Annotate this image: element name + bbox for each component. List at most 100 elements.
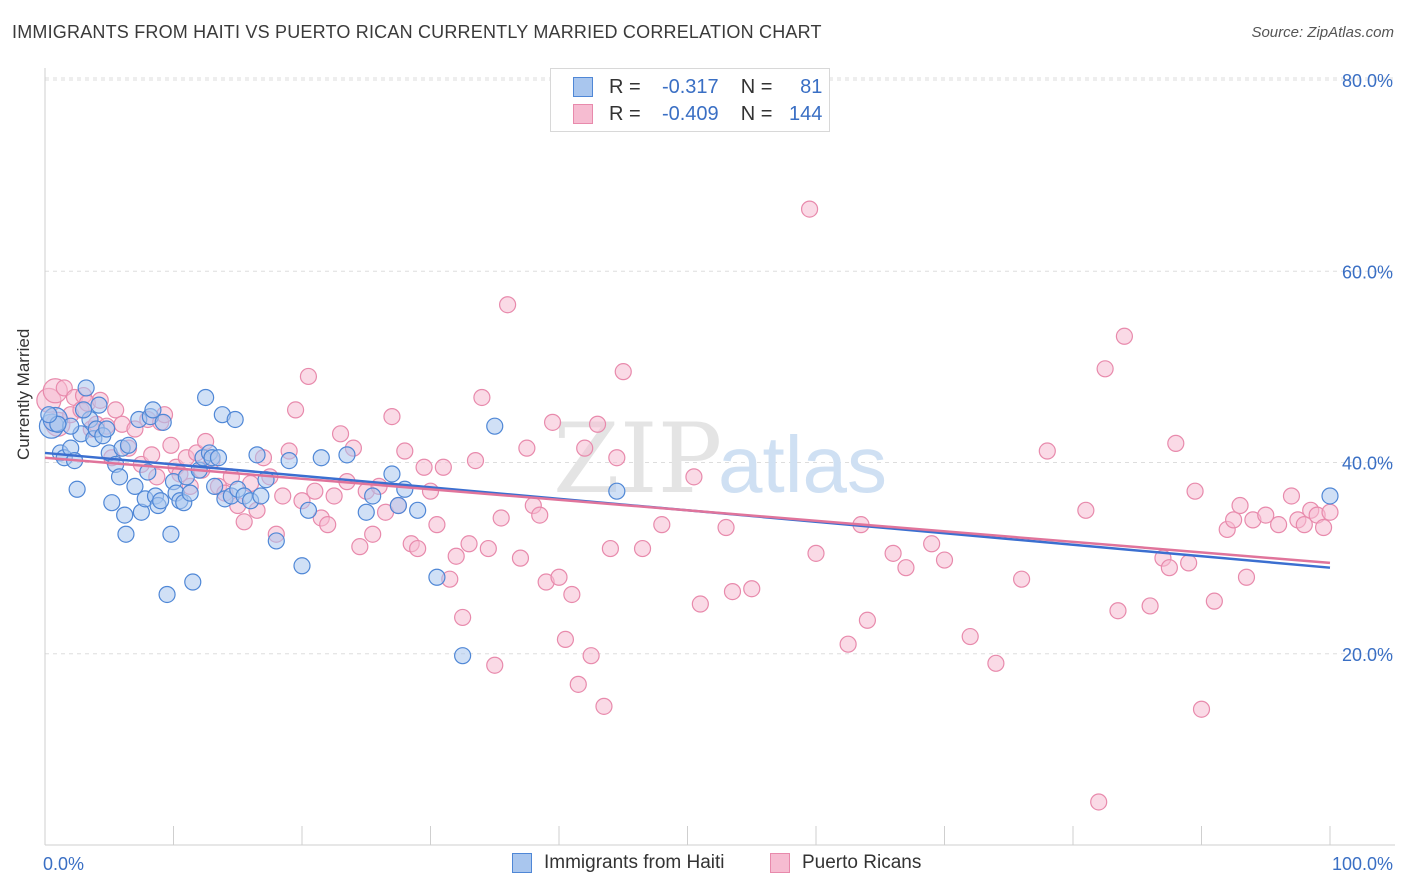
r-value: -0.317 <box>661 75 719 98</box>
legend-row-haiti: R = -0.317 N = 81 <box>573 74 822 100</box>
point-haiti <box>103 494 121 512</box>
n-value: 144 <box>789 102 823 125</box>
watermark-zip: ZIP <box>553 403 722 515</box>
point-haiti <box>126 477 144 496</box>
point-haiti <box>428 568 446 586</box>
point-haiti <box>162 525 180 543</box>
point-puerto-ricans <box>743 580 761 598</box>
point-haiti <box>312 449 330 467</box>
point-puerto-ricans <box>563 585 581 604</box>
point-puerto-ricans <box>601 539 620 558</box>
haiti-swatch <box>512 853 532 873</box>
point-haiti <box>280 451 298 470</box>
point-puerto-ricans <box>331 425 350 443</box>
point-haiti <box>608 482 626 500</box>
point-puerto-ricans <box>582 647 600 665</box>
point-haiti <box>181 484 199 502</box>
point-puerto-ricans <box>1257 506 1275 524</box>
n-label: N = <box>740 102 773 125</box>
point-puerto-ricans <box>1295 516 1313 534</box>
point-puerto-ricans <box>364 525 382 543</box>
point-puerto-ricans <box>351 538 369 556</box>
point-puerto-ricans <box>1109 602 1127 620</box>
point-haiti <box>226 410 244 429</box>
chart-source: Source: ZipAtlas.com <box>1251 24 1394 41</box>
point-puerto-ricans <box>576 439 594 457</box>
n-value: 81 <box>800 75 823 98</box>
trend-lines <box>44 451 1331 569</box>
point-puerto-ricans <box>1090 793 1108 811</box>
point-haiti <box>68 480 86 498</box>
point-puerto-ricans <box>1231 496 1249 515</box>
point-haiti <box>74 401 93 419</box>
bottom-legend: Immigrants from Haiti Puerto Ricans <box>0 852 1406 878</box>
point-puerto-ricans <box>162 436 180 454</box>
series-haiti <box>38 379 1339 665</box>
point-puerto-ricans <box>466 451 485 470</box>
point-puerto-ricans <box>319 516 337 534</box>
point-haiti <box>197 388 215 407</box>
point-puerto-ricans <box>143 446 161 464</box>
point-puerto-ricans <box>1314 518 1333 537</box>
y-tick-label: 80.0% <box>1342 71 1393 91</box>
x-tick-label: 100.0% <box>1332 854 1393 874</box>
point-haiti <box>209 449 228 467</box>
point-haiti <box>40 406 58 424</box>
point-haiti <box>119 436 138 454</box>
point-puerto-ricans <box>434 458 452 476</box>
point-puerto-ricans <box>723 582 742 601</box>
point-puerto-ricans <box>421 482 440 500</box>
point-puerto-ricans <box>935 551 954 569</box>
point-haiti <box>383 465 401 483</box>
legend-label-haiti: Immigrants from Haiti <box>544 852 725 873</box>
point-puerto-ricans <box>428 516 446 534</box>
point-puerto-ricans <box>1237 568 1256 586</box>
point-haiti <box>389 496 407 515</box>
point-puerto-ricans <box>511 549 530 567</box>
point-haiti <box>184 573 202 591</box>
point-haiti <box>293 557 311 575</box>
point-haiti <box>77 379 95 397</box>
trend-line-puerto-ricans <box>44 456 1331 565</box>
point-puerto-ricans <box>1186 482 1204 500</box>
r-label: R = <box>609 75 641 98</box>
point-puerto-ricans <box>717 518 735 537</box>
y-tick-label: 40.0% <box>1342 454 1393 474</box>
point-puerto-ricans <box>409 539 427 558</box>
point-puerto-ricans <box>1321 503 1339 521</box>
point-puerto-ricans <box>531 506 549 524</box>
point-puerto-ricans <box>473 388 491 407</box>
y-axis-label: Currently Married <box>14 328 33 460</box>
point-puerto-ricans <box>1282 487 1301 505</box>
point-puerto-ricans <box>588 415 607 433</box>
point-haiti <box>252 487 270 505</box>
point-puerto-ricans <box>923 535 941 553</box>
point-puerto-ricans <box>1115 327 1134 345</box>
point-haiti <box>364 487 382 505</box>
point-puerto-ricans <box>800 200 819 218</box>
point-haiti <box>1321 487 1339 505</box>
point-puerto-ricans <box>633 539 652 558</box>
point-puerto-ricans <box>1167 434 1185 452</box>
point-puerto-ricans <box>460 535 478 553</box>
y-tick-label: 20.0% <box>1342 645 1393 665</box>
watermark-atlas: atlas <box>718 420 887 509</box>
point-haiti <box>98 420 116 438</box>
point-puerto-ricans <box>543 413 562 431</box>
point-puerto-ricans <box>614 363 632 381</box>
point-haiti <box>454 647 472 665</box>
point-puerto-ricans <box>492 509 510 527</box>
point-puerto-ricans <box>1077 501 1095 519</box>
point-puerto-ricans <box>499 296 517 314</box>
point-puerto-ricans <box>286 401 305 419</box>
point-puerto-ricans <box>1012 570 1031 588</box>
point-puerto-ricans <box>961 627 979 646</box>
point-puerto-ricans <box>1205 592 1223 610</box>
point-puerto-ricans <box>447 547 465 565</box>
point-puerto-ricans <box>383 408 401 426</box>
point-puerto-ricans <box>987 654 1005 672</box>
point-haiti <box>144 401 162 419</box>
legend-item-haiti: Immigrants from Haiti <box>512 852 725 874</box>
